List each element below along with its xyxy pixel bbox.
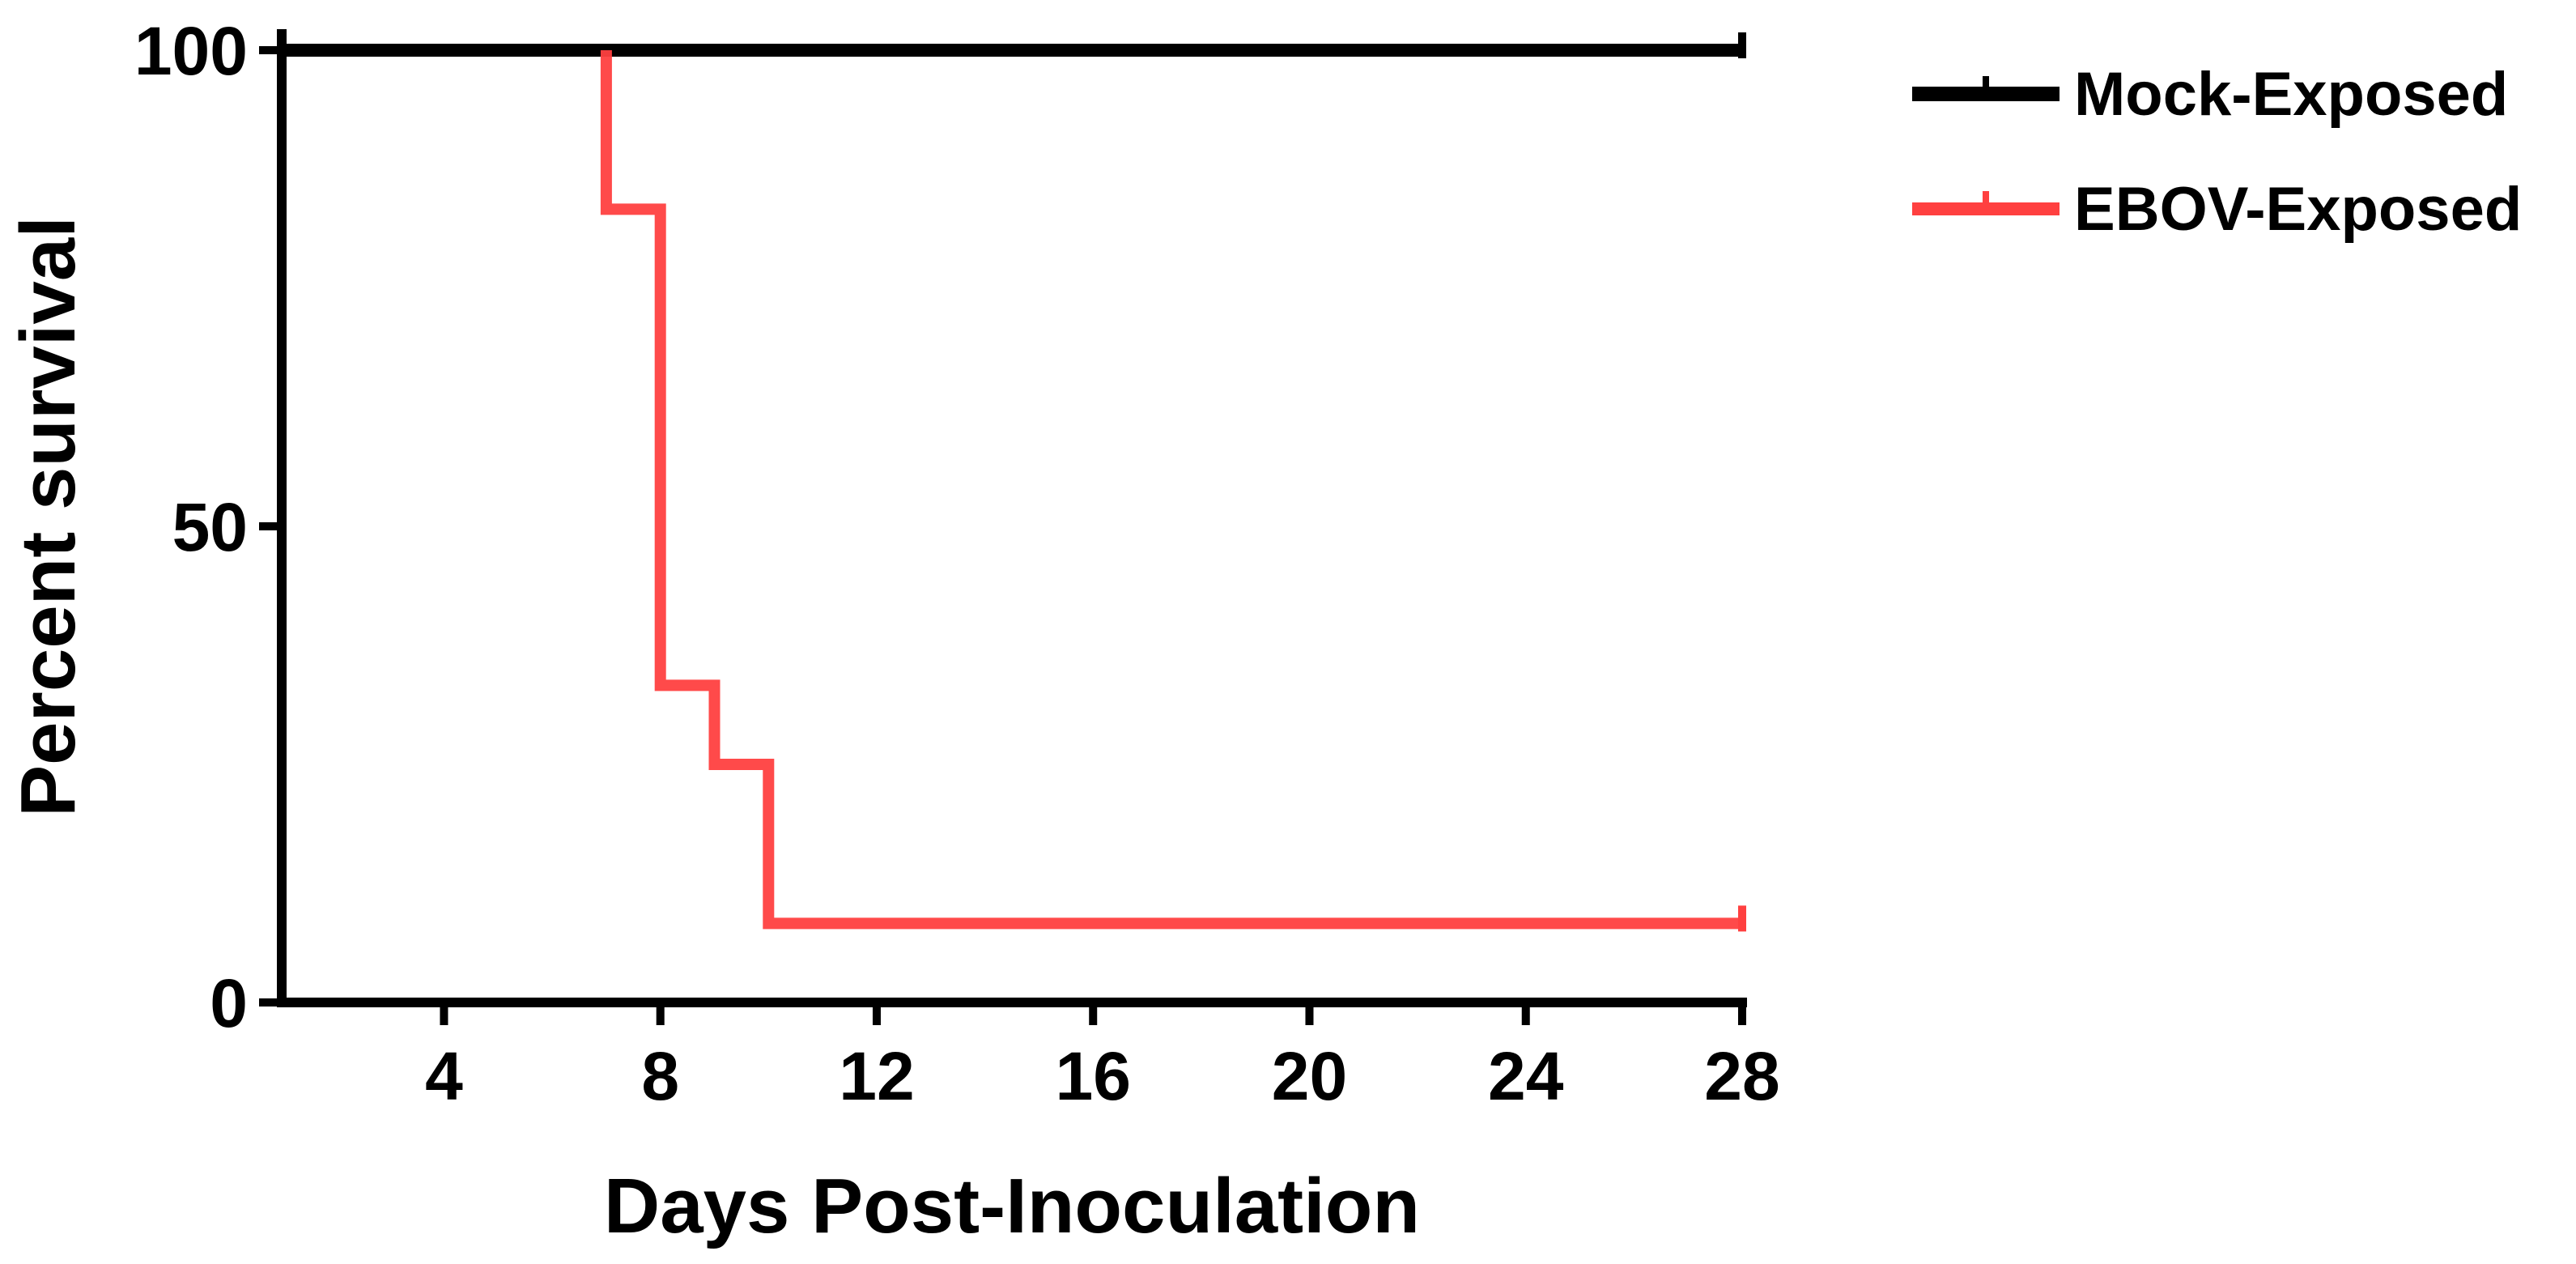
series-line-ebov-exposed bbox=[600, 50, 1742, 930]
ticks-layer: 4 8 12 16 20 24 28 0 50 100 bbox=[134, 13, 1780, 1114]
legend: Mock-Exposed EBOV-Exposed bbox=[1912, 60, 2522, 244]
y-tick-label: 100 bbox=[134, 13, 248, 89]
y-axis-title: Percent survival bbox=[5, 216, 91, 817]
y-tick-label: 0 bbox=[210, 965, 248, 1041]
legend-item-ebov-exposed: EBOV-Exposed bbox=[1912, 175, 2522, 244]
x-tick-label: 24 bbox=[1488, 1038, 1564, 1114]
legend-label-mock-exposed: Mock-Exposed bbox=[2074, 60, 2508, 129]
x-axis-title: Days Post-Inoculation bbox=[604, 1163, 1420, 1249]
axes-layer bbox=[277, 29, 1747, 1007]
legend-item-mock-exposed: Mock-Exposed bbox=[1912, 60, 2508, 129]
series-layer bbox=[282, 32, 1746, 932]
x-tick-label: 12 bbox=[839, 1038, 914, 1114]
x-tick-label: 28 bbox=[1704, 1038, 1779, 1114]
x-tick-label: 16 bbox=[1056, 1038, 1131, 1114]
legend-label-ebov-exposed: EBOV-Exposed bbox=[2074, 175, 2522, 244]
y-tick-label: 50 bbox=[172, 489, 248, 565]
x-tick-label: 20 bbox=[1272, 1038, 1347, 1114]
x-tick-label: 8 bbox=[641, 1038, 679, 1114]
x-tick-label: 4 bbox=[425, 1038, 463, 1114]
